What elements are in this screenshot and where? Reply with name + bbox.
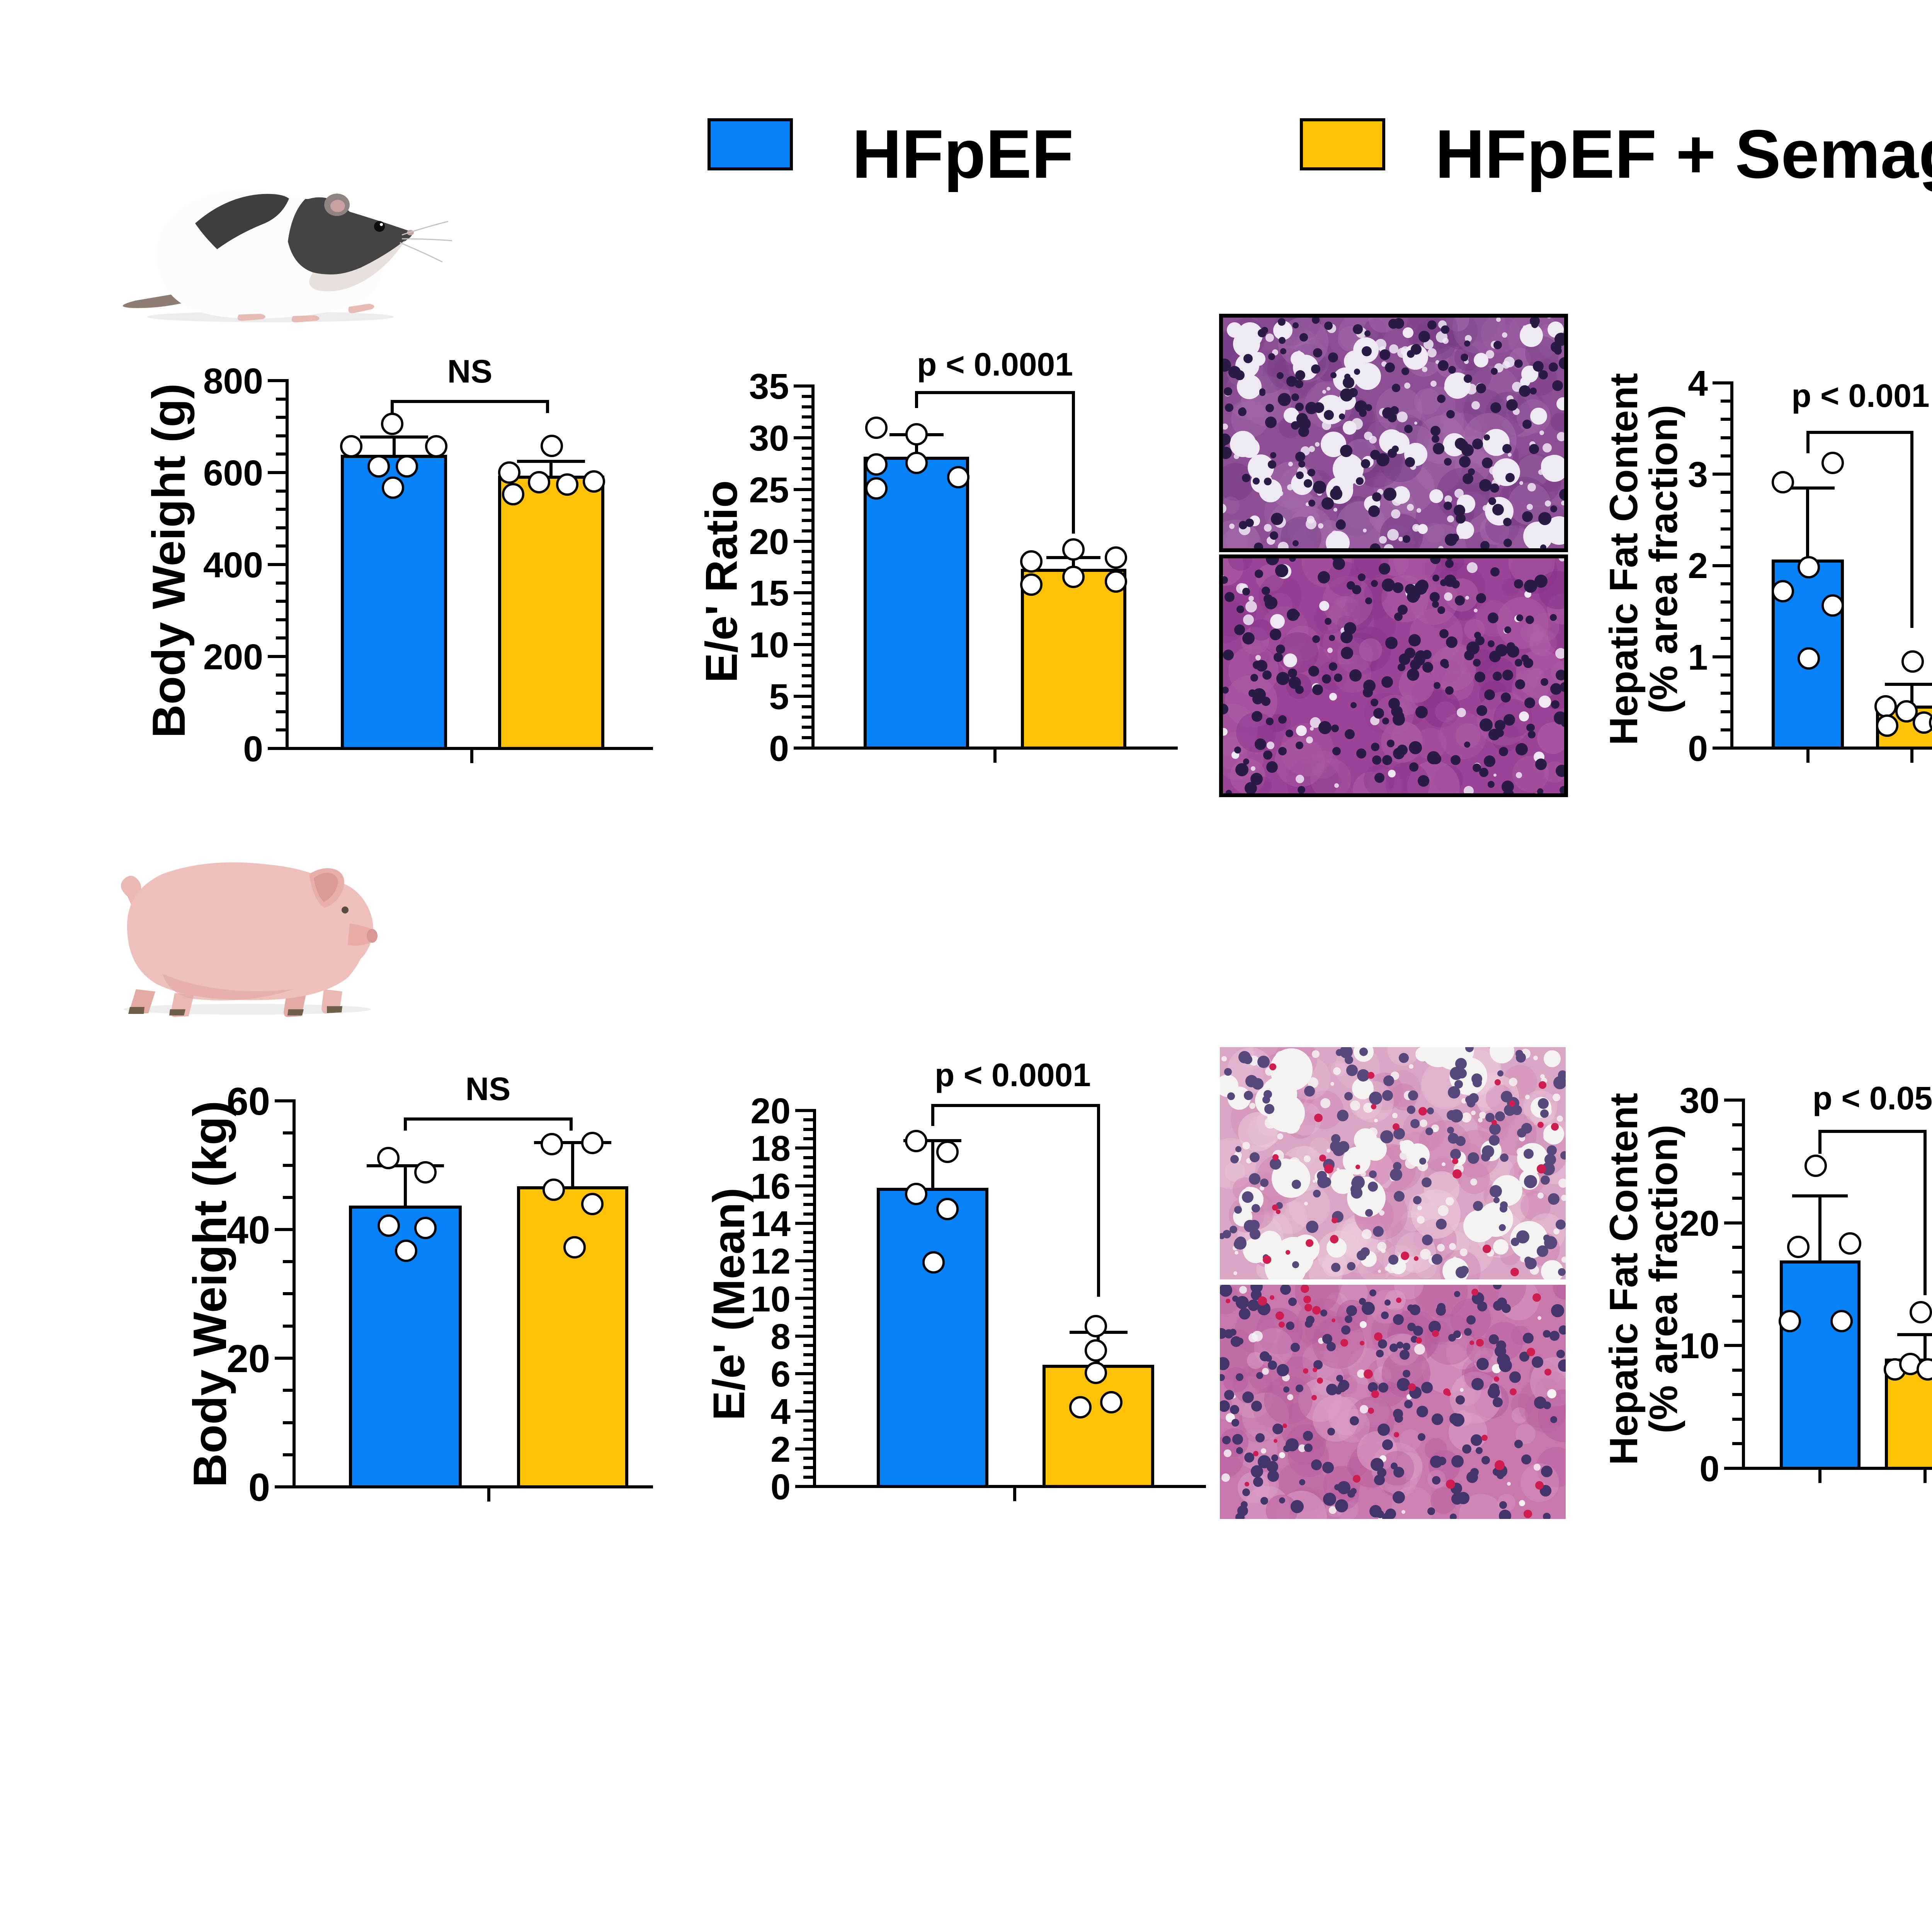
svg-text:(% area fraction): (% area fraction) xyxy=(1641,1124,1685,1433)
svg-text:4: 4 xyxy=(770,1391,791,1432)
svg-text:20: 20 xyxy=(227,1337,270,1381)
svg-text:400: 400 xyxy=(203,545,263,585)
svg-text:4: 4 xyxy=(1688,363,1708,403)
svg-text:20: 20 xyxy=(751,1091,791,1131)
svg-text:Hepatic Fat Content: Hepatic Fat Content xyxy=(1602,373,1646,745)
svg-text:p < 0.05: p < 0.05 xyxy=(1813,1080,1932,1116)
svg-text:Hepatic Fat Content: Hepatic Fat Content xyxy=(1602,1093,1646,1465)
svg-text:20: 20 xyxy=(1680,1203,1719,1243)
svg-text:2: 2 xyxy=(1688,546,1708,586)
svg-text:HFpEF + Semaglutide: HFpEF + Semaglutide xyxy=(1435,116,1932,192)
svg-text:Body Weight (kg): Body Weight (kg) xyxy=(184,1101,236,1488)
svg-text:2: 2 xyxy=(770,1429,791,1469)
svg-text:(% area fraction): (% area fraction) xyxy=(1641,405,1685,713)
svg-text:12: 12 xyxy=(751,1241,791,1281)
svg-text:60: 60 xyxy=(227,1080,270,1123)
svg-text:p < 0.0001: p < 0.0001 xyxy=(917,346,1073,383)
svg-text:1: 1 xyxy=(1688,637,1708,677)
svg-text:20: 20 xyxy=(749,522,789,562)
svg-text:0: 0 xyxy=(769,728,789,769)
svg-text:25: 25 xyxy=(749,470,789,510)
svg-text:p < 0.001: p < 0.001 xyxy=(1791,378,1929,414)
svg-text:16: 16 xyxy=(751,1166,791,1206)
svg-text:3: 3 xyxy=(1688,454,1708,495)
svg-text:HFpEF: HFpEF xyxy=(852,116,1073,192)
svg-text:0: 0 xyxy=(1699,1449,1719,1489)
svg-text:800: 800 xyxy=(203,361,263,401)
svg-text:5: 5 xyxy=(769,677,789,717)
svg-text:0: 0 xyxy=(1688,728,1708,769)
svg-text:p < 0.0001: p < 0.0001 xyxy=(935,1057,1091,1093)
svg-text:30: 30 xyxy=(749,418,789,458)
svg-text:NS: NS xyxy=(447,353,493,389)
svg-text:0: 0 xyxy=(248,1466,270,1509)
svg-text:E/e' (Mean): E/e' (Mean) xyxy=(704,1188,754,1420)
svg-text:200: 200 xyxy=(203,637,263,677)
svg-text:18: 18 xyxy=(751,1128,791,1168)
svg-text:E/e' Ratio: E/e' Ratio xyxy=(696,480,747,683)
svg-text:14: 14 xyxy=(751,1204,791,1244)
svg-text:6: 6 xyxy=(770,1354,791,1394)
svg-text:0: 0 xyxy=(770,1467,791,1507)
svg-text:10: 10 xyxy=(1680,1326,1719,1366)
svg-text:NS: NS xyxy=(466,1071,511,1107)
svg-text:0: 0 xyxy=(243,729,263,769)
svg-text:40: 40 xyxy=(227,1209,270,1252)
svg-text:8: 8 xyxy=(770,1316,791,1357)
svg-text:10: 10 xyxy=(749,625,789,665)
svg-text:35: 35 xyxy=(749,366,789,406)
svg-text:10: 10 xyxy=(751,1279,791,1319)
svg-text:15: 15 xyxy=(749,573,789,613)
svg-text:Body Weight (g): Body Weight (g) xyxy=(143,383,195,738)
svg-text:30: 30 xyxy=(1680,1080,1719,1121)
svg-text:600: 600 xyxy=(203,453,263,493)
